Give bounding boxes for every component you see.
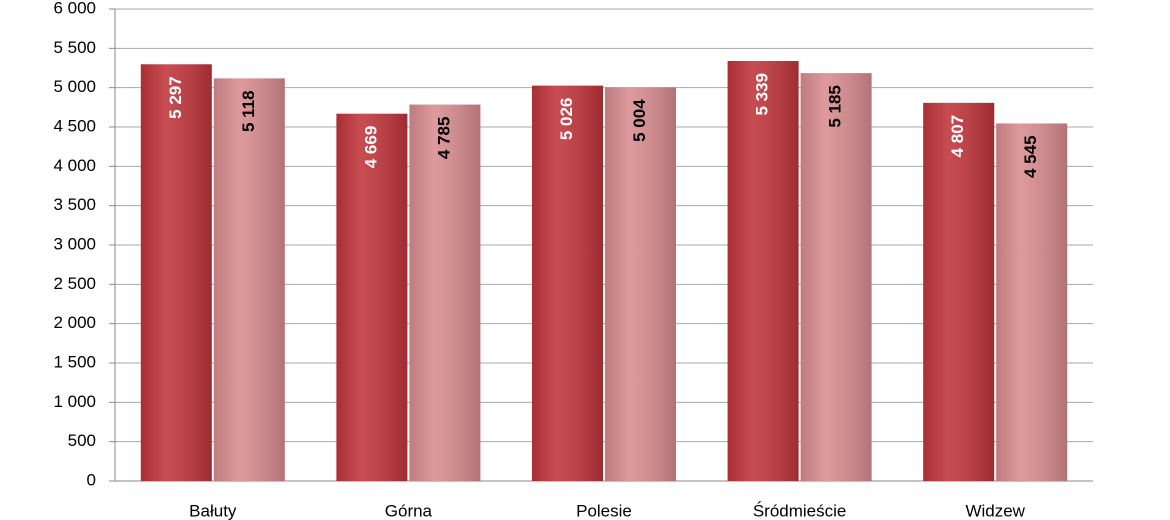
bar-shade — [800, 73, 872, 481]
x-tick-label: Widzew — [965, 501, 1025, 520]
y-tick-label: 5 000 — [53, 77, 96, 96]
x-tick-label: Śródmieście — [753, 501, 847, 520]
y-tick-label: 0 — [87, 470, 96, 489]
bar-shade — [727, 60, 799, 482]
value-label: 4 545 — [1021, 135, 1040, 178]
y-tick-label: 2 500 — [53, 274, 96, 293]
y-tick-label: 500 — [68, 431, 96, 450]
x-tick-label: Polesie — [576, 501, 632, 520]
value-label: 4 785 — [434, 117, 453, 160]
bar-shade — [213, 78, 285, 481]
bar-shade — [336, 113, 408, 482]
x-tick-label: Bałuty — [189, 501, 237, 520]
y-tick-label: 1 000 — [53, 392, 96, 411]
value-label: 5 297 — [166, 76, 185, 119]
bar-shade — [532, 85, 603, 481]
value-label: 5 004 — [630, 99, 649, 142]
x-tick-label: Górna — [385, 501, 433, 520]
bar-shade — [409, 104, 481, 481]
value-label: 5 026 — [557, 98, 576, 141]
y-tick-label: 6 000 — [53, 0, 96, 17]
bar-shade — [140, 64, 212, 481]
bar-shade — [605, 87, 676, 482]
value-label: 5 185 — [826, 85, 845, 128]
y-tick-label: 1 500 — [53, 352, 96, 371]
y-tick-label: 4 500 — [53, 116, 96, 135]
y-tick-label: 4 000 — [53, 156, 96, 175]
value-label: 5 339 — [753, 73, 772, 116]
value-label: 4 807 — [948, 115, 967, 158]
bar-shade — [996, 123, 1068, 482]
value-label: 4 669 — [361, 126, 380, 169]
y-tick-label: 5 500 — [53, 38, 96, 57]
value-label: 5 118 — [239, 90, 258, 132]
y-tick-label: 2 000 — [53, 313, 96, 332]
y-tick-label: 3 500 — [53, 195, 96, 214]
bar-shade — [923, 102, 995, 481]
y-tick-label: 3 000 — [53, 234, 96, 253]
